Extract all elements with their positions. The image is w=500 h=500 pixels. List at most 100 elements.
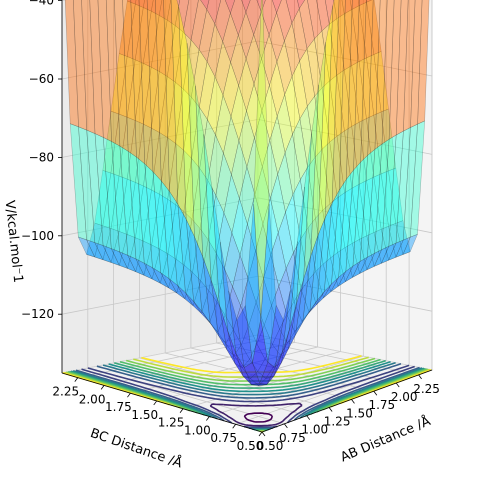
z-gridline	[61, 197, 433, 237]
surface-patch	[151, 267, 170, 289]
surface-patch	[110, 113, 128, 177]
surface-patch	[135, 240, 152, 276]
surface-patch	[281, 241, 298, 353]
surface-patch	[262, 197, 279, 256]
surface-patch	[135, 123, 152, 187]
contour-line	[209, 402, 303, 427]
surface-patch	[388, 167, 404, 224]
surface-patch	[192, 227, 209, 282]
surface-patch	[360, 0, 374, 163]
surface-patch	[215, 94, 232, 155]
surface-patch	[211, 187, 228, 331]
surface-patch	[338, 169, 354, 278]
surface-patch	[272, 0, 282, 14]
surface-patch	[94, 242, 112, 263]
surface-patch	[276, 0, 293, 42]
surface-patch	[293, 238, 309, 291]
surface-patch	[97, 0, 112, 142]
surface-patch	[255, 223, 272, 280]
surface-patch	[274, 290, 291, 368]
surface-patch	[143, 189, 160, 246]
surface-patch	[191, 106, 208, 169]
surface-patch	[152, 170, 170, 280]
surface-patch	[102, 228, 120, 263]
surface-patch	[273, 329, 290, 377]
surface-patch	[238, 11, 254, 60]
contour-projection	[62, 355, 432, 433]
surface-patch	[417, 0, 430, 125]
surface-patch	[177, 204, 195, 303]
surface-patch	[135, 0, 145, 8]
surface-patch	[261, 84, 278, 142]
surface-patch	[207, 194, 225, 254]
surface-patch	[276, 39, 293, 96]
surface-patch	[288, 278, 304, 350]
surface-patch	[292, 178, 309, 240]
y-tick-label: 1.25	[158, 416, 185, 430]
surface-patch	[245, 0, 262, 36]
surface-patch	[224, 231, 241, 288]
surface-patch	[259, 361, 276, 385]
surface-patch	[265, 362, 282, 379]
surface-patch	[253, 57, 270, 112]
surface-patch	[359, 148, 376, 262]
surface-patch	[306, 38, 323, 97]
surface-patch	[166, 0, 181, 27]
surface-patch	[286, 300, 303, 333]
surface-patch	[225, 329, 242, 356]
surface-patch	[395, 0, 409, 136]
surface-patch	[284, 22, 300, 77]
surface-patch	[174, 0, 190, 33]
surface-patch	[366, 114, 382, 178]
surface-patch	[351, 239, 368, 274]
x-tick-mark	[306, 415, 311, 420]
surface-patch	[151, 0, 163, 16]
surface-patch	[410, 120, 425, 238]
surface-patch	[94, 225, 112, 261]
surface-patch	[126, 3, 144, 61]
surface-patch	[222, 12, 239, 63]
x-tick-mark	[351, 399, 355, 404]
surface-patch	[366, 232, 382, 267]
surface-patch	[151, 193, 168, 250]
surface-patch	[331, 179, 347, 285]
surface-patch	[246, 136, 263, 196]
surface-patch	[175, 149, 192, 212]
surface-patch	[344, 243, 360, 278]
surface-patch	[184, 218, 201, 273]
surface-patch	[380, 242, 397, 264]
surface-patch	[338, 0, 353, 192]
surface-patch	[345, 161, 361, 272]
surface-patch	[146, 0, 162, 182]
surface-patch	[77, 236, 96, 258]
surface-patch	[202, 256, 219, 336]
surface-patch	[301, 279, 317, 313]
surface-patch	[344, 65, 360, 127]
x-tick-label: 1.75	[368, 398, 395, 412]
surface-patch	[330, 252, 346, 287]
surface-patch	[246, 82, 263, 139]
surface-patch	[258, 375, 275, 386]
surface-patch	[341, 0, 352, 15]
surface-patch	[264, 343, 281, 368]
surface-patch	[358, 118, 375, 181]
surface-patch	[110, 248, 128, 269]
contour-line	[243, 412, 273, 423]
surface-patch	[351, 183, 367, 240]
x-gridline	[164, 0, 352, 400]
surface-patch	[317, 5, 334, 236]
x-tick-mark	[418, 374, 422, 380]
surface-patch	[143, 0, 154, 12]
surface-patch	[134, 62, 152, 125]
surface-patch	[344, 187, 360, 244]
surface-patch	[241, 358, 259, 379]
surface-patch	[231, 197, 248, 256]
surface-patch	[297, 0, 306, 10]
surface-patch	[111, 141, 129, 256]
surface-patch	[301, 300, 318, 322]
y-axis-line	[61, 372, 263, 433]
z-gridline	[61, 118, 433, 158]
surface-patch	[210, 279, 227, 350]
surface-patch	[277, 151, 294, 214]
surface-patch	[155, 0, 170, 193]
